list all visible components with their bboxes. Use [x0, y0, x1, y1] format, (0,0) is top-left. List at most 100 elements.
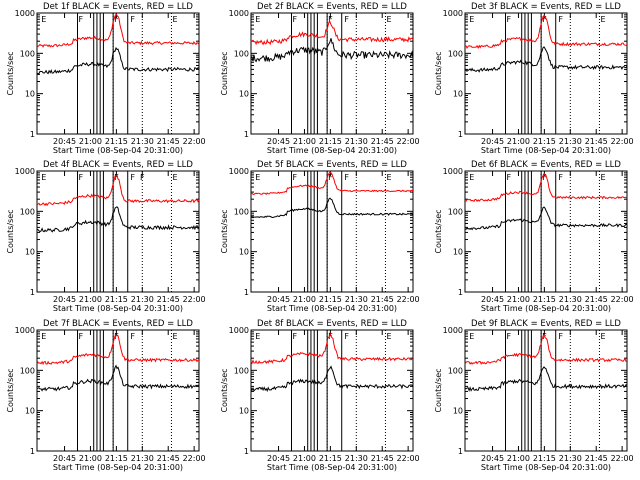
marker-label: F [328, 173, 333, 182]
marker-label: F [507, 332, 512, 341]
y-tick-label: 1 [244, 130, 249, 139]
marker-label: E [600, 173, 605, 182]
marker-label: F [79, 173, 84, 182]
x-tick-label: 21:15 [105, 295, 128, 304]
chart-title: Det 4f BLACK = Events, RED = LLD [43, 160, 193, 170]
chart-title: Det 5f BLACK = Events, RED = LLD [257, 160, 407, 170]
x-tick-label: 22:00 [183, 295, 206, 304]
x-axis-label: Start Time (08-Sep-04 20:31:00) [53, 146, 183, 155]
x-tick-label: 22:00 [183, 454, 206, 463]
lld-series-line [250, 21, 414, 46]
y-tick-label: 10 [453, 407, 463, 416]
y-tick-label: 1000 [15, 326, 35, 335]
chart-title: Det 9f BLACK = Events, RED = LLD [471, 319, 621, 329]
plot-frame [250, 12, 414, 135]
marker-label: E [255, 332, 260, 341]
y-tick-label: 100 [448, 366, 463, 375]
chart-panel-9: Det 9f BLACK = Events, RED = LLD 1 10 100 10… [434, 319, 634, 472]
y-tick-label: 1000 [229, 9, 249, 18]
marker-label: E [172, 173, 177, 182]
x-axis-label: Start Time (08-Sep-04 20:31:00) [481, 146, 611, 155]
y-tick-label: 100 [234, 207, 249, 216]
events-series-line [36, 46, 200, 75]
x-tick-label: 21:45 [585, 454, 608, 463]
y-tick-label: 100 [448, 49, 463, 58]
x-tick-label: 21:00 [79, 295, 102, 304]
marker-label: E [386, 332, 391, 341]
marker-label: F [293, 173, 298, 182]
y-tick-label: 1 [30, 288, 35, 297]
marker-label: F [344, 173, 349, 182]
x-tick-label: 20:45 [267, 295, 290, 304]
x-tick-label: 20:45 [53, 295, 76, 304]
marker-label: F [507, 15, 512, 24]
y-tick-label: 1000 [15, 9, 35, 18]
marker-label: E [41, 332, 46, 341]
chart-title: Det 2f BLACK = Events, RED = LLD [257, 2, 407, 12]
x-tick-label: 21:00 [507, 454, 530, 463]
x-tick-label: 21:15 [533, 454, 556, 463]
chart-title: Det 1f BLACK = Events, RED = LLD [43, 2, 193, 12]
x-tick-label: 21:45 [371, 137, 394, 146]
lld-series-line [36, 13, 200, 48]
plot-frame [464, 12, 628, 135]
marker-label: E [255, 15, 260, 24]
lld-series-line [36, 334, 200, 366]
lld-series-line [464, 14, 628, 50]
events-series-line [464, 366, 628, 392]
marker-label: F [140, 173, 145, 182]
x-tick-label: 21:30 [559, 137, 582, 146]
y-axis-label: Counts/sec [220, 209, 229, 253]
marker-label: E [600, 15, 605, 24]
y-tick-label: 10 [453, 90, 463, 99]
y-tick-label: 1 [30, 447, 35, 456]
x-tick-label: 21:15 [533, 295, 556, 304]
marker-label: E [172, 332, 177, 341]
x-tick-label: 21:30 [345, 454, 368, 463]
x-tick-label: 22:00 [611, 137, 634, 146]
y-tick-label: 1 [30, 130, 35, 139]
y-tick-label: 1000 [15, 167, 35, 176]
events-series-line [36, 364, 200, 392]
marker-label: E [469, 15, 474, 24]
y-tick-label: 10 [239, 407, 249, 416]
y-tick-label: 10 [25, 407, 35, 416]
x-tick-label: 21:45 [371, 454, 394, 463]
x-tick-label: 20:45 [267, 137, 290, 146]
y-tick-label: 1000 [229, 326, 249, 335]
chart-panel-6: Det 6f BLACK = Events, RED = LLD 1 10 100 10… [434, 160, 634, 313]
marker-label: E [41, 15, 46, 24]
x-tick-label: 21:30 [559, 454, 582, 463]
x-tick-label: 21:00 [293, 454, 316, 463]
x-tick-label: 21:00 [293, 137, 316, 146]
events-series-line [464, 46, 628, 73]
y-tick-label: 1000 [443, 326, 463, 335]
x-tick-label: 20:45 [267, 454, 290, 463]
lld-series-line [464, 333, 628, 365]
x-tick-label: 21:15 [105, 137, 128, 146]
lld-series-line [464, 172, 628, 203]
marker-label: E [172, 15, 177, 24]
chart-panel-7: Det 7f BLACK = Events, RED = LLD 1 10 100 10… [6, 319, 206, 472]
y-tick-label: 1 [458, 447, 463, 456]
y-axis-label: Counts/sec [434, 368, 443, 412]
plot-frame [250, 329, 414, 452]
x-tick-label: 21:15 [533, 137, 556, 146]
x-tick-label: 21:45 [585, 295, 608, 304]
marker-label: F [344, 15, 349, 24]
x-tick-label: 21:00 [507, 137, 530, 146]
chart-panel-2: Det 2f BLACK = Events, RED = LLD 1 10 100 10… [220, 2, 420, 155]
x-tick-label: 21:00 [293, 295, 316, 304]
marker-label: F [79, 15, 84, 24]
marker-label: F [293, 15, 298, 24]
y-tick-label: 1 [244, 288, 249, 297]
x-tick-label: 21:30 [131, 454, 154, 463]
y-tick-label: 10 [239, 248, 249, 257]
x-tick-label: 20:45 [53, 137, 76, 146]
plot-frame [36, 329, 200, 452]
x-tick-label: 21:15 [319, 295, 342, 304]
y-axis-label: Counts/sec [434, 51, 443, 95]
events-series-line [250, 197, 414, 219]
x-tick-label: 22:00 [397, 137, 420, 146]
x-tick-label: 22:00 [183, 137, 206, 146]
